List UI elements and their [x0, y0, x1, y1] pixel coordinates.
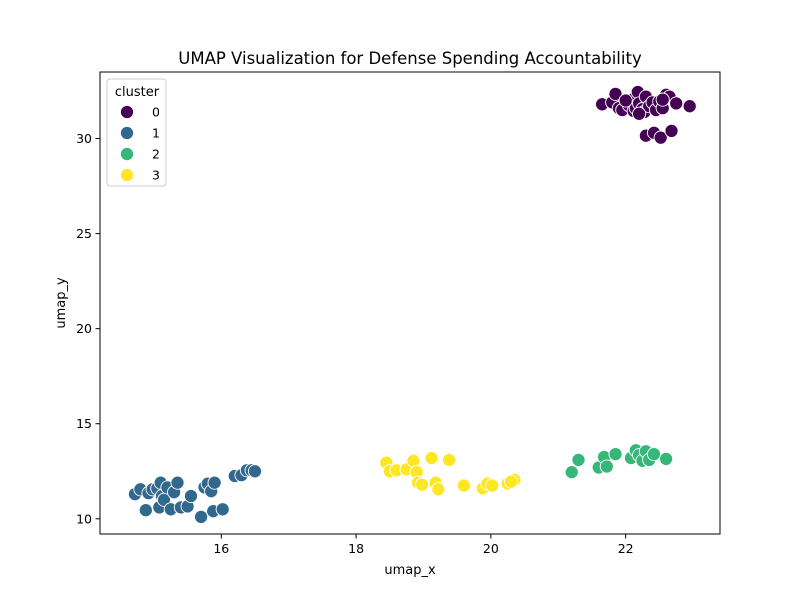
legend-label-cluster-2: 2	[152, 147, 160, 162]
data-point-cluster-3	[431, 482, 446, 497]
legend-marker-cluster-2	[119, 146, 135, 162]
x-axis-label: umap_x	[384, 563, 436, 578]
data-point-cluster-3	[504, 474, 519, 489]
legend-marker-cluster-0	[119, 104, 135, 120]
legend-label-cluster-3: 3	[152, 168, 160, 183]
data-point-cluster-1	[247, 464, 263, 479]
data-point-cluster-1	[215, 502, 230, 517]
data-point-cluster-0	[655, 92, 670, 107]
data-point-cluster-3	[485, 478, 500, 493]
y-axis-ticks: 10 15 20 25 30	[76, 131, 100, 526]
data-point-cluster-3	[456, 478, 471, 493]
data-point-cluster-2	[564, 465, 579, 480]
y-tick-label: 20	[76, 321, 92, 336]
data-point-cluster-1	[207, 475, 222, 490]
data-point-cluster-0	[632, 106, 647, 121]
data-point-cluster-0	[618, 93, 633, 108]
x-tick-label: 22	[618, 541, 634, 556]
data-point-cluster-0	[608, 86, 623, 101]
data-point-cluster-2	[659, 451, 674, 466]
x-tick-label: 18	[348, 541, 364, 556]
y-tick-label: 10	[76, 511, 92, 526]
legend-items: 0 1 2 3	[119, 104, 160, 183]
data-point-cluster-3	[442, 452, 457, 467]
data-point-cluster-1	[138, 503, 153, 518]
legend: cluster 0 1 2 3	[106, 78, 167, 187]
x-tick-label: 20	[483, 541, 499, 556]
data-point-cluster-2	[571, 452, 586, 467]
y-tick-label: 25	[76, 226, 92, 241]
y-axis-label: umap_y	[54, 277, 69, 329]
data-point-cluster-2	[608, 447, 623, 462]
plot-area-frame	[99, 71, 721, 535]
legend-box	[106, 78, 167, 187]
data-point-cluster-0	[669, 96, 684, 111]
y-tick-label: 15	[76, 416, 92, 431]
legend-label-cluster-0: 0	[152, 105, 160, 120]
data-point-cluster-0	[664, 123, 679, 138]
legend-marker-cluster-1	[119, 125, 135, 141]
data-point-cluster-0	[653, 130, 668, 145]
data-point-cluster-2	[599, 459, 614, 474]
legend-title: cluster	[115, 85, 160, 100]
data-point-cluster-0	[682, 99, 697, 114]
data-point-cluster-2	[646, 447, 662, 462]
legend-label-cluster-1: 1	[152, 126, 160, 141]
points-layer	[127, 84, 697, 524]
data-point-cluster-3	[415, 477, 430, 492]
chart-title: UMAP Visualization for Defense Spending …	[178, 49, 642, 68]
data-point-cluster-3	[424, 450, 439, 466]
data-point-cluster-1	[170, 475, 185, 490]
data-point-cluster-1	[183, 488, 199, 504]
x-axis-ticks: 16 18 20 22	[213, 534, 634, 556]
data-point-cluster-1	[194, 509, 209, 524]
legend-marker-cluster-3	[119, 167, 135, 183]
x-tick-label: 16	[213, 541, 229, 556]
y-tick-label: 30	[76, 131, 92, 146]
